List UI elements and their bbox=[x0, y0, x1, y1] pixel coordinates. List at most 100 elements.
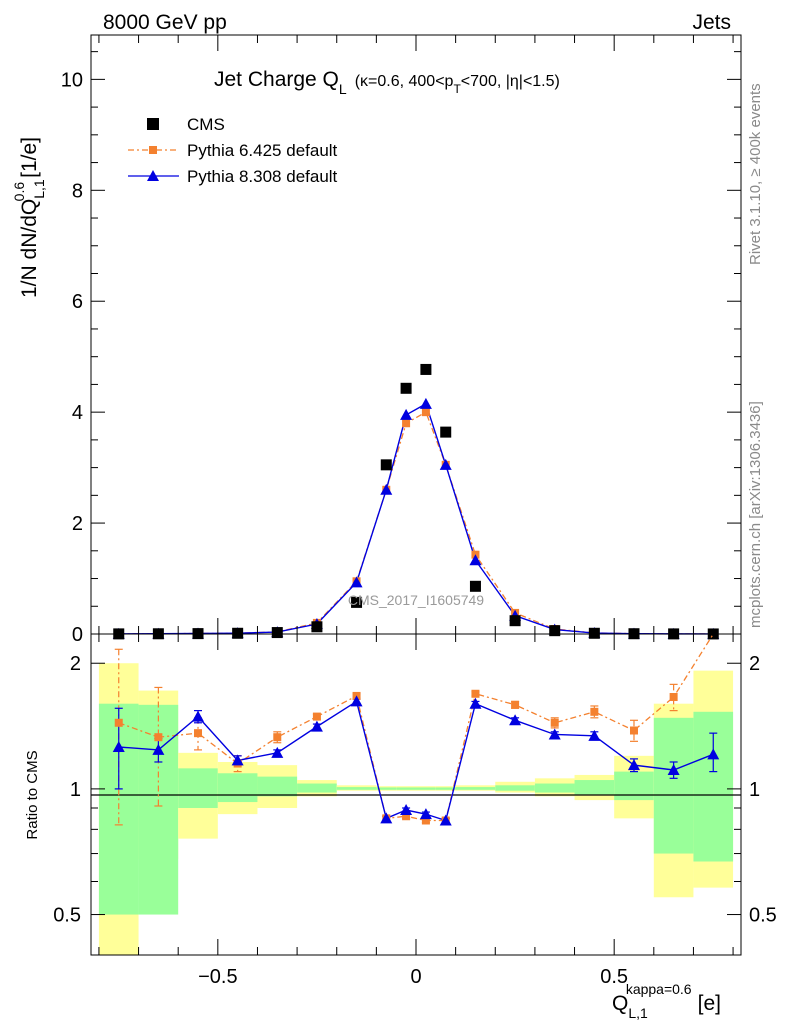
ratio-point-pythia6 bbox=[194, 729, 203, 738]
ratio-point-pythia6 bbox=[629, 726, 638, 735]
ratio-y-tick-label-left: 0.5 bbox=[53, 905, 81, 927]
ylabel-main: 1/N dN/dQ bbox=[18, 199, 41, 298]
ratio-point-pythia8 bbox=[667, 763, 680, 775]
legend-entry-pythia8: Pythia 8.308 default bbox=[128, 167, 338, 186]
ratio-y-tick-labels: 0.5 0.5 1 1 2 2 bbox=[53, 653, 777, 926]
legend-entry-cms: CMS bbox=[147, 115, 225, 134]
ratio-band-1sigma bbox=[336, 787, 377, 790]
ratio-point-pythia6 bbox=[154, 733, 163, 742]
ratio-point-pythia8 bbox=[112, 740, 125, 752]
header-right: Jets bbox=[692, 11, 731, 34]
ratio-point-pythia6 bbox=[312, 712, 321, 721]
ratio-x-tick-labels: −0.5 0 0.5 bbox=[198, 966, 628, 988]
main-point-pythia8 bbox=[350, 576, 363, 588]
title-sub-t: T bbox=[453, 82, 461, 96]
main-point-cms bbox=[440, 426, 452, 438]
ratio-point-pythia8 bbox=[152, 743, 165, 755]
ratio-point-pythia6 bbox=[114, 718, 123, 727]
main-point-pythia6 bbox=[421, 408, 430, 417]
ratio-point-pythia8 bbox=[400, 804, 413, 816]
ratio-point-pythia8 bbox=[627, 759, 640, 771]
main-y-tick-label: 6 bbox=[72, 291, 83, 313]
main-point-cms bbox=[400, 382, 412, 394]
xlabel-main: Q bbox=[612, 992, 628, 1015]
main-y-label: 1/N dN/dQL,10.6 [1/e] bbox=[11, 137, 47, 298]
main-plot-data bbox=[112, 363, 720, 640]
ratio-line-pythia8 bbox=[118, 700, 714, 822]
main-point-cms bbox=[351, 596, 363, 608]
ylabel-unit: [1/e] bbox=[18, 137, 41, 178]
ratio-band-1sigma bbox=[574, 780, 615, 795]
mcplots-label: mcplots.cern.ch [arXiv:1306.3436] bbox=[747, 401, 764, 628]
xlabel-unit: [e] bbox=[698, 992, 721, 1015]
rivet-label: Rivet 3.1.10, ≥ 400k events bbox=[747, 83, 764, 265]
ratio-point-pythia6 bbox=[273, 733, 282, 742]
main-y-tick-label: 0 bbox=[72, 624, 83, 646]
ratio-line-pythia6 bbox=[118, 633, 714, 822]
main-y-tick-label: 10 bbox=[61, 69, 83, 91]
title-rest-a: (κ=0.6, 400<p bbox=[355, 73, 454, 90]
ratio-band-1sigma bbox=[297, 783, 337, 793]
main-point-cms bbox=[232, 627, 244, 639]
ratio-band-1sigma bbox=[534, 783, 575, 793]
ratio-y-tick-label-right: 1 bbox=[749, 779, 760, 801]
main-point-cms bbox=[311, 621, 323, 633]
ratio-point-pythia6 bbox=[590, 707, 599, 716]
ratio-band-1sigma bbox=[396, 787, 416, 790]
ratio-point-pythia6 bbox=[402, 812, 411, 821]
ratio-point-pythia8 bbox=[310, 720, 323, 732]
ratio-point-pythia8 bbox=[588, 729, 601, 741]
main-y-tick-label: 2 bbox=[72, 513, 83, 535]
main-axis-ticks bbox=[91, 35, 741, 635]
legend: CMS Pythia 6.425 default Pythia 8.308 de… bbox=[128, 115, 338, 186]
ratio-point-pythia8 bbox=[707, 748, 720, 760]
ratio-y-label: Ratio to CMS bbox=[24, 750, 41, 839]
ratio-band-1sigma bbox=[495, 785, 535, 791]
ratio-point-pythia8 bbox=[548, 728, 561, 740]
ratio-band-1sigma bbox=[257, 776, 298, 797]
main-point-cms bbox=[549, 625, 561, 637]
ratio-uncertainty-bands bbox=[98, 663, 734, 955]
ratio-point-pythia8 bbox=[380, 812, 393, 824]
ratio-band-1sigma bbox=[435, 787, 456, 790]
xlabel-sub: L,1 bbox=[628, 1005, 648, 1021]
main-y-tick-labels: 0 2 4 6 8 10 bbox=[61, 69, 83, 646]
ratio-point-pythia8 bbox=[192, 710, 205, 722]
main-point-pythia6 bbox=[402, 419, 411, 428]
ratio-band-1sigma bbox=[217, 773, 258, 803]
ylabel-sub: L,1 bbox=[31, 179, 47, 199]
main-point-cms bbox=[588, 627, 600, 639]
watermark: CMS_2017_I1605749 bbox=[348, 592, 484, 608]
legend-marker-pythia6 bbox=[149, 146, 157, 154]
ratio-y-tick-label-right: 2 bbox=[749, 653, 760, 675]
ratio-band-1sigma bbox=[455, 787, 496, 790]
ratio-point-pythia6 bbox=[669, 693, 678, 702]
main-point-pythia8 bbox=[400, 408, 413, 420]
ratio-point-pythia8 bbox=[439, 814, 452, 826]
ratio-point-pythia8 bbox=[271, 746, 284, 758]
legend-marker-cms bbox=[147, 118, 159, 130]
main-panel: CMS_2017_I1605749 0 2 4 6 8 10 Jet Charge QL (… bbox=[11, 34, 742, 646]
ratio-plot-data bbox=[112, 633, 720, 826]
title-sub-l: L bbox=[339, 81, 347, 97]
main-point-pythia8 bbox=[380, 483, 393, 495]
legend-entry-pythia6: Pythia 6.425 default bbox=[128, 141, 338, 160]
main-y-tick-label: 4 bbox=[72, 402, 83, 424]
main-point-cms bbox=[469, 580, 481, 592]
main-point-pythia8 bbox=[439, 458, 452, 470]
legend-marker-pythia8 bbox=[147, 170, 159, 181]
ratio-point-pythia8 bbox=[419, 808, 432, 820]
legend-label-pythia8: Pythia 8.308 default bbox=[187, 167, 338, 186]
main-point-pythia8 bbox=[419, 397, 432, 409]
ratio-band-1sigma bbox=[416, 787, 436, 790]
ratio-point-pythia8 bbox=[509, 714, 522, 726]
xlabel-sup: kappa=0.6 bbox=[626, 981, 692, 997]
ratio-panel: 0.5 0.5 1 1 2 2 −0.5 0 0.5 Ratio to CMS QL,1 kap… bbox=[24, 633, 777, 1021]
ratio-x-tick-label: −0.5 bbox=[198, 966, 237, 988]
ratio-axis-ticks bbox=[91, 634, 741, 956]
ratio-x-tick-label: 0 bbox=[410, 966, 421, 988]
ratio-band-1sigma bbox=[653, 717, 694, 854]
ratio-point-pythia6 bbox=[550, 718, 559, 727]
main-point-cms bbox=[420, 363, 432, 375]
